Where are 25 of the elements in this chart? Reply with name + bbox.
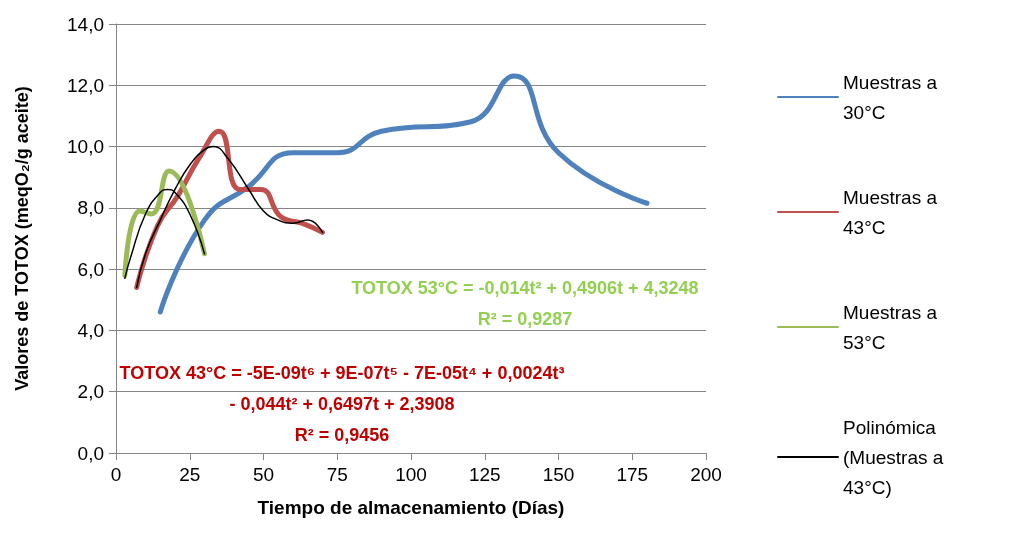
legend-label: Muestras a 30°C xyxy=(843,71,943,123)
x-tick-label: 100 xyxy=(395,464,427,485)
y-tick-label: 12,0 xyxy=(67,74,104,96)
x-tick-label: 50 xyxy=(252,464,275,485)
x-tick-label: 150 xyxy=(542,464,575,485)
annotation: TOTOX 43°C = -5E-09t⁶ + 9E-07t⁵ - 7E-05t⁴ + 0,0024t³ - 0,044t² + 0,6497t + 2,3908 R² = 0,9456 xyxy=(119,362,565,445)
x-tick-label: 0 xyxy=(110,464,122,485)
y-tick-label: 6,0 xyxy=(77,258,104,280)
y-tick-label: 10,0 xyxy=(67,136,104,158)
y-axis-title: Valores de TOTOX (meqO₂/g aceite) xyxy=(12,86,32,391)
annotation: TOTOX 53°C = -0,014t² + 0,4906t + 4,3248 R² = 0,9287 xyxy=(351,277,699,329)
legend-label: Muestras a 43°C xyxy=(843,186,943,238)
y-tick-label: 8,0 xyxy=(77,197,104,219)
legend-label: Polinómica (Muestras a 43°C) xyxy=(843,416,949,498)
x-tick-label: 25 xyxy=(179,464,201,485)
x-tick-label: 175 xyxy=(616,464,649,485)
x-axis-title: Tiempo de almacenamiento (Días) xyxy=(257,497,565,518)
x-tick-label: 125 xyxy=(468,464,501,485)
legend-label: Muestras a 53°C xyxy=(843,301,943,353)
y-tick-label: 0,0 xyxy=(77,442,104,464)
y-tick-label: 4,0 xyxy=(77,319,104,341)
x-tick-label: 200 xyxy=(690,464,722,485)
y-tick-label: 14,0 xyxy=(67,13,104,35)
y-tick-label: 2,0 xyxy=(77,381,104,403)
x-tick-label: 75 xyxy=(326,464,348,485)
